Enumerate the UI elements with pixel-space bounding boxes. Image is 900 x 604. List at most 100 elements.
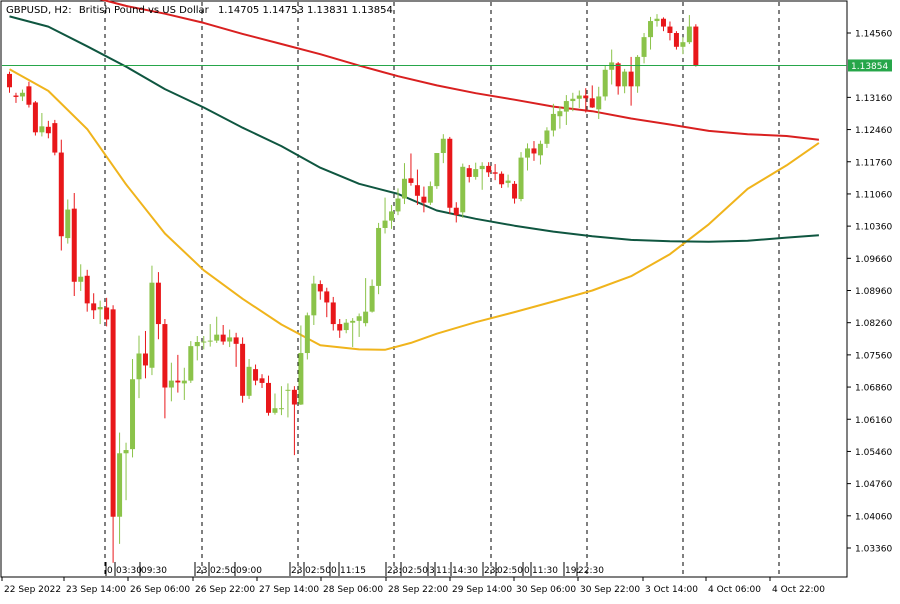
candle-body	[414, 185, 420, 196]
candle	[149, 265, 155, 376]
candle-body	[654, 18, 660, 22]
candle	[337, 319, 343, 338]
candle	[492, 164, 498, 181]
time-tick-label: 4 Oct 22:00	[772, 585, 825, 595]
candle-body	[207, 340, 213, 342]
candle-body	[602, 69, 608, 97]
candle-body	[227, 337, 233, 342]
candle	[175, 354, 181, 393]
candle-body	[576, 95, 582, 99]
price-label-box	[848, 59, 892, 72]
candle	[26, 81, 32, 108]
price-tick-label: 1.04060	[855, 512, 892, 522]
candle	[58, 139, 64, 251]
candle-body	[149, 282, 155, 368]
price-tick-label: 1.06160	[855, 416, 892, 426]
session-label: 22:30	[578, 566, 604, 576]
candle-body	[557, 111, 563, 117]
candle-body	[324, 291, 330, 303]
candle	[162, 319, 168, 419]
description-label: British Pound vs US Dollar	[79, 5, 210, 16]
candle	[395, 188, 401, 216]
session-label: 0	[331, 566, 337, 576]
symbol-label: GBPUSD, H2:	[6, 5, 72, 16]
candle	[52, 119, 58, 156]
candle-body	[104, 307, 110, 320]
candle-body	[84, 275, 90, 304]
time-axis: 22 Sep 2022 23 Sep 14:00 26 Sep 06:00 26 Se…	[1, 577, 825, 595]
current-price-line: 1.13854	[2, 59, 892, 72]
candle	[537, 140, 543, 165]
candle-body	[395, 198, 401, 212]
candle-body	[609, 62, 615, 70]
candle	[648, 16, 654, 50]
candle-body	[466, 168, 472, 177]
candle-body	[648, 21, 654, 38]
candle-body	[492, 172, 498, 174]
candle	[259, 374, 265, 388]
price-tick-label: 1.04760	[855, 480, 892, 490]
candle-body	[583, 95, 589, 99]
candle	[622, 68, 628, 94]
candle-body	[505, 180, 511, 183]
candle-body	[162, 324, 168, 388]
session-label: 23:	[291, 566, 305, 576]
candle	[563, 95, 569, 125]
price-tick-label: 1.12460	[855, 126, 892, 136]
session-label: 03:30	[116, 566, 142, 576]
candle	[91, 293, 97, 320]
candle	[479, 162, 485, 190]
candle-body	[525, 148, 530, 158]
candle	[525, 143, 530, 171]
candle-body	[181, 380, 187, 384]
candle-body	[52, 123, 58, 153]
session-label: 3	[429, 566, 435, 576]
session-label: 19:	[565, 566, 579, 576]
ma-line	[99, 0, 820, 141]
candle-body	[45, 126, 51, 134]
candle	[7, 71, 12, 93]
chart-header: GBPUSD, H2: British Pound vs US Dollar 1…	[6, 5, 393, 16]
candle	[350, 318, 356, 348]
time-tick-label: 22 Sep 2022	[4, 585, 61, 595]
candle	[39, 113, 45, 137]
candle	[123, 442, 129, 501]
candle-body	[123, 450, 129, 454]
candle-body	[667, 26, 673, 33]
candle-body	[589, 98, 595, 108]
candle	[65, 199, 71, 244]
candle	[654, 14, 660, 27]
candle	[155, 272, 161, 340]
candle-body	[246, 366, 252, 396]
candle	[194, 336, 200, 361]
candle-body	[272, 408, 278, 413]
candle	[253, 364, 259, 386]
candle	[596, 86, 602, 119]
session-label: 23:	[484, 566, 498, 576]
candle-body	[427, 186, 433, 203]
candle-body	[7, 73, 12, 88]
candle-body	[330, 302, 336, 325]
time-tick-label: 28 Sep 22:00	[388, 585, 448, 595]
candle-body	[155, 282, 161, 325]
candle-body	[142, 353, 148, 366]
candle-body	[382, 220, 388, 228]
candle	[473, 162, 479, 180]
candle-body	[544, 130, 550, 144]
candle-body	[337, 324, 343, 331]
candle-body	[486, 165, 492, 173]
candle	[136, 335, 142, 399]
time-tick-label: 26 Sep 06:00	[130, 585, 190, 595]
candle	[369, 279, 375, 313]
candle	[233, 332, 239, 367]
candle-body	[317, 284, 323, 292]
price-tick-label: 1.08260	[855, 319, 892, 329]
candle	[667, 21, 673, 41]
candle-body	[214, 334, 220, 341]
candle	[343, 319, 349, 334]
candle-body	[479, 165, 485, 170]
session-label: 0	[524, 566, 530, 576]
session-label: 23:	[196, 566, 210, 576]
